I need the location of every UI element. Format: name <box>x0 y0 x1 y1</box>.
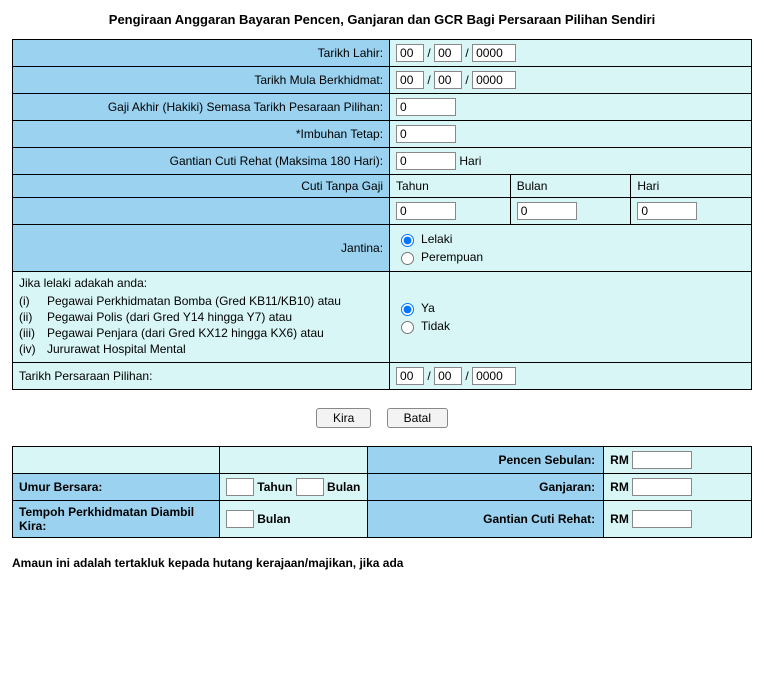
jantina-label: Jantina: <box>13 225 390 272</box>
ganjaran-value[interactable] <box>632 478 692 496</box>
kategori-tidak-label: Tidak <box>421 319 450 333</box>
kategori-ya-radio[interactable] <box>401 303 414 316</box>
pencen-value[interactable] <box>632 451 692 469</box>
tarikh-mula-label: Tarikh Mula Berkhidmat: <box>13 67 390 94</box>
kategori-ya-label: Ya <box>421 301 435 315</box>
tarikh-persaraan-dd[interactable] <box>396 367 424 385</box>
jantina-lelaki-label: Lelaki <box>421 232 452 246</box>
tarikh-lahir-mm[interactable] <box>434 44 462 62</box>
imbuhan-input[interactable] <box>396 125 456 143</box>
result-gcr-label: Gantian Cuti Rehat: <box>367 501 603 538</box>
tarikh-lahir-dd[interactable] <box>396 44 424 62</box>
tarikh-persaraan-mm[interactable] <box>434 367 462 385</box>
tarikh-lahir-label: Tarikh Lahir: <box>13 40 390 67</box>
ctg-bulan-label: Bulan <box>510 175 631 198</box>
umur-bulan-unit: Bulan <box>327 480 360 494</box>
tarikh-mula-yyyy[interactable] <box>472 71 516 89</box>
tarikh-lahir-yyyy[interactable] <box>472 44 516 62</box>
tempoh-bulan-input[interactable] <box>226 510 254 528</box>
tarikh-persaraan-yyyy[interactable] <box>472 367 516 385</box>
results-table: Pencen Sebulan: RM Umur Bersara: Tahun B… <box>12 446 752 538</box>
tempoh-label: Tempoh Perkhidmatan Diambil Kira: <box>13 501 220 538</box>
gcr-input[interactable] <box>396 152 456 170</box>
umur-tahun-input[interactable] <box>226 478 254 496</box>
ganjaran-currency: RM <box>610 480 629 494</box>
kira-button[interactable]: Kira <box>316 408 371 428</box>
kat-item-4: Jururawat Hospital Mental <box>47 342 186 356</box>
tarikh-mula-mm[interactable] <box>434 71 462 89</box>
gcr-unit: Hari <box>459 154 481 168</box>
ctg-tahun-input[interactable] <box>396 202 456 220</box>
result-gcr-currency: RM <box>610 512 629 526</box>
ctg-hari-input[interactable] <box>637 202 697 220</box>
tarikh-mula-dd[interactable] <box>396 71 424 89</box>
batal-button[interactable]: Batal <box>387 408 448 428</box>
pencen-currency: RM <box>610 453 629 467</box>
kat-item-1: Pegawai Perkhidmatan Bomba (Gred KB11/KB… <box>47 294 341 308</box>
ctg-hari-label: Hari <box>631 175 752 198</box>
page-title: Pengiraan Anggaran Bayaran Pencen, Ganja… <box>12 12 752 27</box>
ctg-label: Cuti Tanpa Gaji <box>13 175 390 198</box>
jantina-perempuan-radio[interactable] <box>401 252 414 265</box>
input-form-table: Tarikh Lahir: / / Tarikh Mula Berkhidmat… <box>12 39 752 390</box>
ctg-tahun-label: Tahun <box>390 175 511 198</box>
imbuhan-label: *Imbuhan Tetap: <box>13 121 390 148</box>
pencen-label: Pencen Sebulan: <box>367 447 603 474</box>
gaji-akhir-input[interactable] <box>396 98 456 116</box>
umur-label: Umur Bersara: <box>13 474 220 501</box>
tempoh-bulan-unit: Bulan <box>257 512 290 526</box>
gcr-label: Gantian Cuti Rehat (Maksima 180 Hari): <box>13 148 390 175</box>
ctg-spacer <box>13 198 390 225</box>
footer-note: Amaun ini adalah tertakluk kepada hutang… <box>12 556 752 570</box>
kat-item-2: Pegawai Polis (dari Gred Y14 hingga Y7) … <box>47 310 292 324</box>
kategori-prompt: Jika lelaki adakah anda: <box>19 276 383 290</box>
kategori-list: (i)Pegawai Perkhidmatan Bomba (Gred KB11… <box>19 294 383 356</box>
gaji-akhir-label: Gaji Akhir (Hakiki) Semasa Tarikh Pesara… <box>13 94 390 121</box>
kat-item-3: Pegawai Penjara (dari Gred KX12 hingga K… <box>47 326 324 340</box>
ctg-bulan-input[interactable] <box>517 202 577 220</box>
umur-tahun-unit: Tahun <box>257 480 292 494</box>
ganjaran-label: Ganjaran: <box>367 474 603 501</box>
result-gcr-value[interactable] <box>632 510 692 528</box>
kategori-tidak-radio[interactable] <box>401 321 414 334</box>
jantina-lelaki-radio[interactable] <box>401 234 414 247</box>
jantina-perempuan-label: Perempuan <box>421 250 483 264</box>
tarikh-persaraan-label: Tarikh Persaraan Pilihan: <box>13 363 390 390</box>
umur-bulan-input[interactable] <box>296 478 324 496</box>
